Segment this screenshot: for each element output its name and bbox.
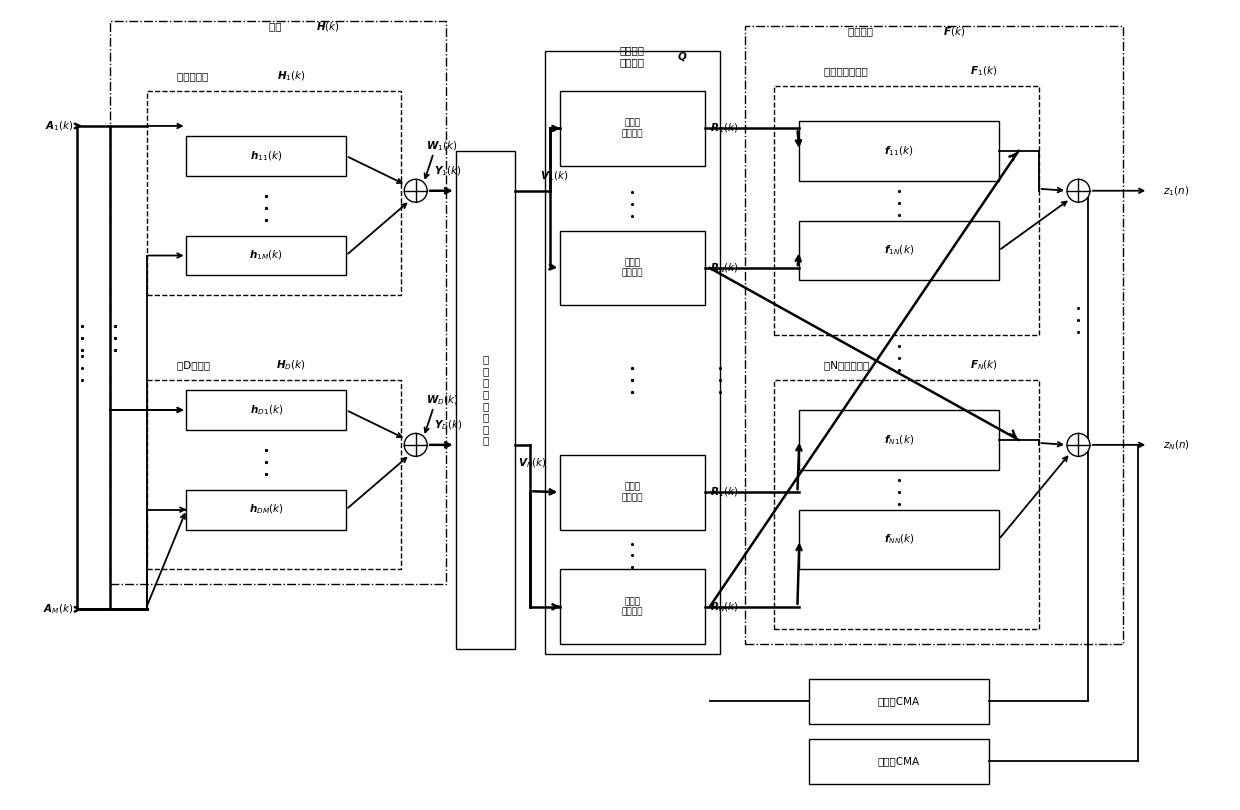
Bar <box>744 26 1123 644</box>
Text: $\boldsymbol{f}_{1N}(k)$: $\boldsymbol{f}_{1N}(k)$ <box>884 244 914 258</box>
Text: 信道: 信道 <box>269 21 288 32</box>
Bar <box>186 390 346 430</box>
Text: 改进的CMA: 改进的CMA <box>878 757 920 766</box>
Bar <box>560 91 704 166</box>
Text: 正交小
波变换器: 正交小 波变换器 <box>621 119 644 139</box>
Text: 第一路信道: 第一路信道 <box>176 71 215 81</box>
Text: $\boldsymbol{Y}_D(k)$: $\boldsymbol{Y}_D(k)$ <box>434 418 463 432</box>
Bar <box>560 569 704 644</box>
Circle shape <box>1066 179 1090 202</box>
Text: $\boldsymbol{H}_D(k)$: $\boldsymbol{H}_D(k)$ <box>277 358 306 372</box>
Bar <box>775 380 1039 629</box>
Bar <box>186 236 346 275</box>
Bar <box>186 136 346 176</box>
Text: 正交小
波变换器: 正交小 波变换器 <box>621 483 644 502</box>
Text: $\boldsymbol{R}_N(k)$: $\boldsymbol{R}_N(k)$ <box>709 600 739 614</box>
Bar <box>775 86 1039 335</box>
Bar <box>546 51 719 654</box>
Bar <box>110 21 445 584</box>
Bar <box>146 91 401 296</box>
Text: 改进的CMA: 改进的CMA <box>878 697 920 706</box>
Bar <box>186 490 346 530</box>
Text: 奇
异
值
分
解
变
换
器: 奇 异 值 分 解 变 换 器 <box>482 355 489 446</box>
Text: 正交小
波变换器: 正交小 波变换器 <box>621 258 644 278</box>
Text: $\boldsymbol{F}_N(k)$: $\boldsymbol{F}_N(k)$ <box>970 358 998 372</box>
Bar <box>800 509 998 569</box>
Text: $\boldsymbol{h}_{1M}(k)$: $\boldsymbol{h}_{1M}(k)$ <box>249 249 283 262</box>
Text: $\boldsymbol{F}(k)$: $\boldsymbol{F}(k)$ <box>942 25 965 38</box>
Bar <box>810 679 988 724</box>
Circle shape <box>1066 433 1090 456</box>
Text: $\boldsymbol{h}_{11}(k)$: $\boldsymbol{h}_{11}(k)$ <box>250 149 283 163</box>
Bar <box>800 220 998 280</box>
Text: 正交小波
变换矩阵: 正交小波 变换矩阵 <box>620 45 645 67</box>
Circle shape <box>404 433 427 456</box>
Text: $\boldsymbol{H}(k)$: $\boldsymbol{H}(k)$ <box>316 19 340 32</box>
Text: $\boldsymbol{Y}_1(k)$: $\boldsymbol{Y}_1(k)$ <box>434 164 461 177</box>
Text: 盲均衡器: 盲均衡器 <box>848 26 880 36</box>
Text: $\boldsymbol{R}_1(k)$: $\boldsymbol{R}_1(k)$ <box>709 122 738 135</box>
Text: $z_1(n)$: $z_1(n)$ <box>1163 184 1189 198</box>
Text: $\boldsymbol{f}_{11}(k)$: $\boldsymbol{f}_{11}(k)$ <box>884 144 914 158</box>
Bar <box>810 739 988 784</box>
Bar <box>455 151 516 649</box>
Text: $\boldsymbol{R}_N(k)$: $\boldsymbol{R}_N(k)$ <box>709 261 739 275</box>
Text: 第一路盲均衡器: 第一路盲均衡器 <box>825 66 874 76</box>
Text: $\boldsymbol{W}_1(k)$: $\boldsymbol{W}_1(k)$ <box>425 139 458 153</box>
Bar <box>560 231 704 305</box>
Bar <box>800 410 998 470</box>
Text: $\boldsymbol{h}_{DM}(k)$: $\boldsymbol{h}_{DM}(k)$ <box>249 503 284 517</box>
Text: $\boldsymbol{A}_M(k)$: $\boldsymbol{A}_M(k)$ <box>43 603 74 616</box>
Text: 第N路盲均衡器: 第N路盲均衡器 <box>825 360 875 370</box>
Circle shape <box>404 179 427 202</box>
Text: $\boldsymbol{V}_1(k)$: $\boldsymbol{V}_1(k)$ <box>541 169 568 182</box>
Text: $\boldsymbol{W}_D(k)$: $\boldsymbol{W}_D(k)$ <box>425 393 459 407</box>
Text: 第D路信道: 第D路信道 <box>176 360 216 370</box>
Text: 正交小
波变换器: 正交小 波变换器 <box>621 597 644 616</box>
Text: $z_N(n)$: $z_N(n)$ <box>1163 438 1190 452</box>
Text: $\boldsymbol{h}_{D1}(k)$: $\boldsymbol{h}_{D1}(k)$ <box>249 403 283 417</box>
Text: $\boldsymbol{f}_{NN}(k)$: $\boldsymbol{f}_{NN}(k)$ <box>884 533 915 546</box>
Text: $\boldsymbol{f}_{N1}(k)$: $\boldsymbol{f}_{N1}(k)$ <box>884 433 914 446</box>
Text: $\boldsymbol{F}_1(k)$: $\boldsymbol{F}_1(k)$ <box>970 64 997 78</box>
Text: $\boldsymbol{A}_1(k)$: $\boldsymbol{A}_1(k)$ <box>45 119 74 133</box>
Bar <box>146 380 401 569</box>
Text: $\boldsymbol{R}_1(k)$: $\boldsymbol{R}_1(k)$ <box>709 485 738 499</box>
Text: $\boldsymbol{V}_N(k)$: $\boldsymbol{V}_N(k)$ <box>518 456 547 470</box>
Bar <box>560 455 704 530</box>
Text: $\boldsymbol{Q}$: $\boldsymbol{Q}$ <box>677 49 687 62</box>
Text: $\boldsymbol{H}_1(k)$: $\boldsymbol{H}_1(k)$ <box>277 70 305 83</box>
Bar <box>800 121 998 181</box>
